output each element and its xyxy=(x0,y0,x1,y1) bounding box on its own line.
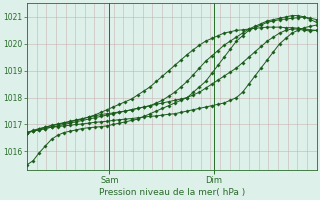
X-axis label: Pression niveau de la mer( hPa ): Pression niveau de la mer( hPa ) xyxy=(99,188,245,197)
